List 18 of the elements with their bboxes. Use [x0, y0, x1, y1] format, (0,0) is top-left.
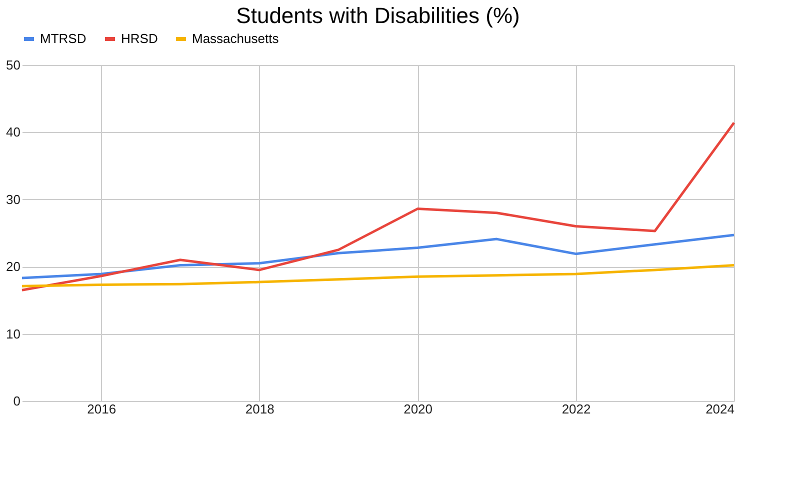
- line-series: [20, 122, 736, 292]
- chart-title: Students with Disabilities (%): [236, 3, 520, 28]
- x-tick-label: 2018: [245, 402, 274, 416]
- y-tick-label: 0: [13, 394, 20, 408]
- line-series: [20, 264, 736, 288]
- y-tick-label: 40: [6, 124, 20, 140]
- legend-label: MTRSD: [40, 31, 86, 46]
- y-tick-label: 50: [6, 58, 20, 72]
- x-tick-label: 2016: [87, 402, 116, 416]
- legend-label: HRSD: [121, 31, 158, 46]
- x-tick-label: 2024: [706, 402, 734, 416]
- line-series: [20, 234, 736, 280]
- y-tick-label: 10: [6, 326, 20, 342]
- y-tick-label: 20: [6, 259, 20, 274]
- x-tick-label: 2020: [404, 402, 433, 416]
- y-tick-label: 30: [6, 192, 20, 207]
- x-tick-label: 2022: [562, 402, 591, 416]
- legend-label: Massachusetts: [192, 31, 280, 46]
